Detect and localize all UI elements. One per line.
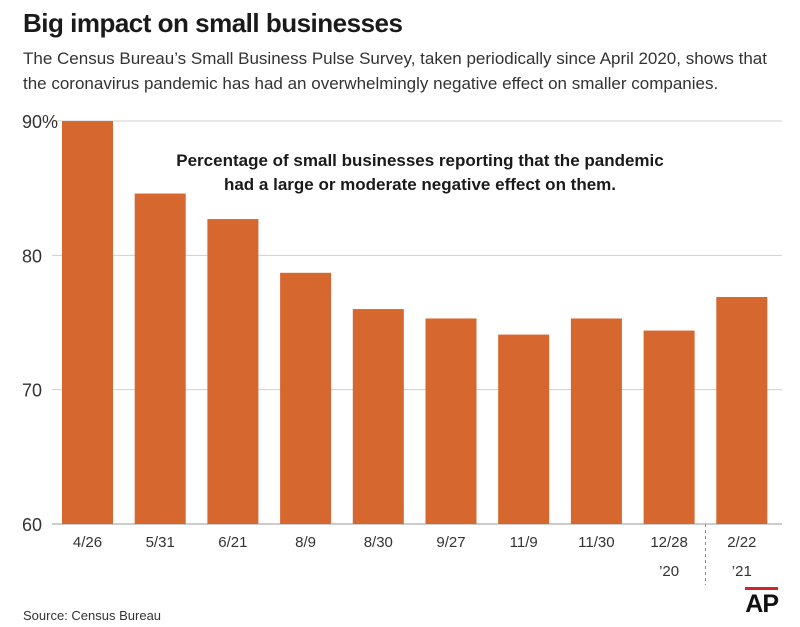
year-label: ’21 [732, 563, 752, 580]
x-tick-label: 8/30 [364, 534, 393, 551]
x-tick-label: 8/9 [295, 534, 316, 551]
chart-annotation-title: Percentage of small businesses reporting… [176, 151, 663, 170]
bar [716, 296, 768, 524]
y-tick-label: 80 [22, 246, 42, 266]
x-tick-label: 4/26 [73, 534, 102, 551]
x-tick-label: 11/30 [578, 534, 614, 551]
chart-subtitle: The Census Bureau’s Small Business Pulse… [23, 49, 767, 93]
bar [62, 121, 113, 524]
bar [134, 193, 186, 525]
bar [207, 219, 259, 524]
bar [352, 309, 404, 524]
bar [425, 318, 477, 524]
year-label: ’20 [659, 563, 679, 580]
bar [570, 318, 622, 524]
chart-annotation-title: had a large or moderate negative effect … [224, 175, 616, 194]
ap-logo: AP [745, 587, 779, 618]
x-tick-label: 2/22 [727, 534, 756, 551]
y-tick-label: 60 [22, 515, 42, 535]
source-note: Source: Census Bureau [23, 608, 162, 623]
chart-title: Big impact on small businesses [23, 8, 403, 38]
y-tick-label: 90% [22, 112, 58, 132]
bar [280, 272, 332, 524]
x-tick-label: 6/21 [218, 534, 247, 551]
x-tick-label: 12/28 [650, 534, 688, 551]
x-tick-label: 9/27 [436, 534, 465, 551]
x-tick-label: 5/31 [146, 534, 175, 551]
y-tick-label: 70 [22, 381, 42, 401]
bar [498, 334, 550, 524]
bar [643, 330, 695, 524]
x-tick-label: 11/9 [510, 534, 538, 551]
